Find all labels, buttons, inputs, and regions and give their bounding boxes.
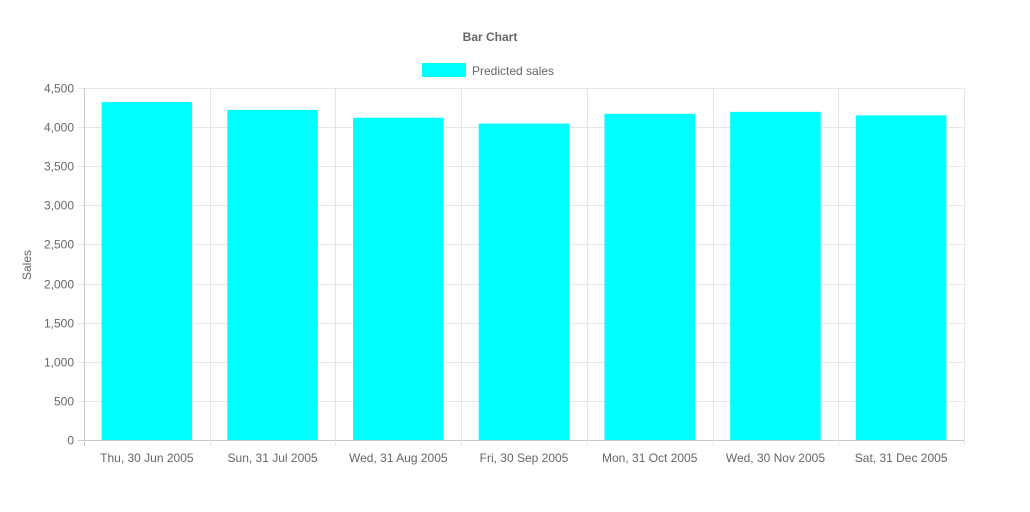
x-tick-label: Fri, 30 Sep 2005 (480, 451, 569, 465)
y-axis-label: Sales (20, 250, 34, 280)
y-tick-label: 4,500 (44, 82, 74, 96)
bar[interactable] (101, 102, 193, 440)
bar[interactable] (730, 111, 821, 440)
y-axis-ticks: 0 500 1,000 1,500 2,000 2,500 3,000 3,500 4,000 4… (44, 82, 74, 448)
x-tick-label: Thu, 30 Jun 2005 (100, 451, 194, 465)
y-tick-label: 1,000 (44, 356, 74, 370)
y-tick-label: 2,500 (44, 238, 74, 252)
y-tick-label: 4,000 (44, 121, 74, 135)
y-tick-label: 0 (67, 434, 74, 448)
legend-swatch[interactable] (422, 63, 466, 77)
bar[interactable] (353, 117, 444, 441)
y-tick-label: 3,000 (44, 199, 74, 213)
bar[interactable] (604, 113, 695, 441)
legend-label[interactable]: Predicted sales (472, 64, 554, 78)
bar[interactable] (478, 123, 570, 440)
legend[interactable]: Predicted sales (422, 63, 554, 78)
chart-title: Bar Chart (463, 30, 518, 44)
bars (101, 102, 947, 441)
y-tick-label: 1,500 (44, 317, 74, 331)
bar[interactable] (855, 115, 947, 440)
bar[interactable] (227, 109, 318, 440)
x-tick-label: Wed, 31 Aug 2005 (349, 451, 448, 465)
y-tick-label: 3,500 (44, 160, 74, 174)
y-tick-label: 500 (54, 395, 74, 409)
x-tick-label: Sun, 31 Jul 2005 (228, 451, 318, 465)
x-axis-ticks: Thu, 30 Jun 2005 Sun, 31 Jul 2005 Wed, 31 … (100, 451, 948, 465)
x-tick-label: Sat, 31 Dec 2005 (855, 451, 948, 465)
x-tick-label: Mon, 31 Oct 2005 (602, 451, 698, 465)
y-tick-label: 2,000 (44, 278, 74, 292)
x-tick-label: Wed, 30 Nov 2005 (726, 451, 826, 465)
